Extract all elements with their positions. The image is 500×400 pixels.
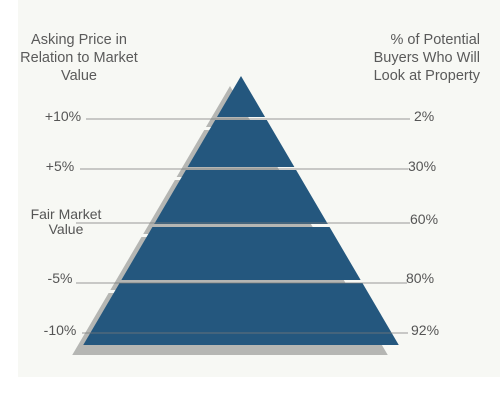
price-level-label: -10% — [43, 322, 77, 338]
pyramid-slice — [121, 227, 361, 280]
buyers-percent-header: % of Potential Buyers Who Will Look at P… — [373, 32, 480, 84]
buyers-percent-label: 92% — [411, 322, 440, 338]
pyramid-slice — [83, 283, 399, 345]
pyramid-slice — [216, 76, 266, 117]
pyramid-slice — [154, 170, 328, 224]
pyramid-slices — [83, 76, 399, 345]
buyers-percent-label: 60% — [410, 211, 439, 227]
leader-lines — [76, 118, 410, 334]
price-level-label: Fair Market Value — [30, 206, 102, 237]
price-level-label: +5% — [45, 158, 75, 174]
buyers-percent-label: 80% — [406, 270, 435, 286]
buyers-percent-label: 2% — [414, 108, 435, 124]
buyers-percent-label: 30% — [408, 158, 437, 174]
asking-price-header: Asking Price in Relation to Market Value — [20, 32, 138, 84]
pyramid-slice — [187, 120, 295, 167]
price-level-label: -5% — [47, 270, 73, 286]
price-level-label: +10% — [44, 108, 82, 124]
